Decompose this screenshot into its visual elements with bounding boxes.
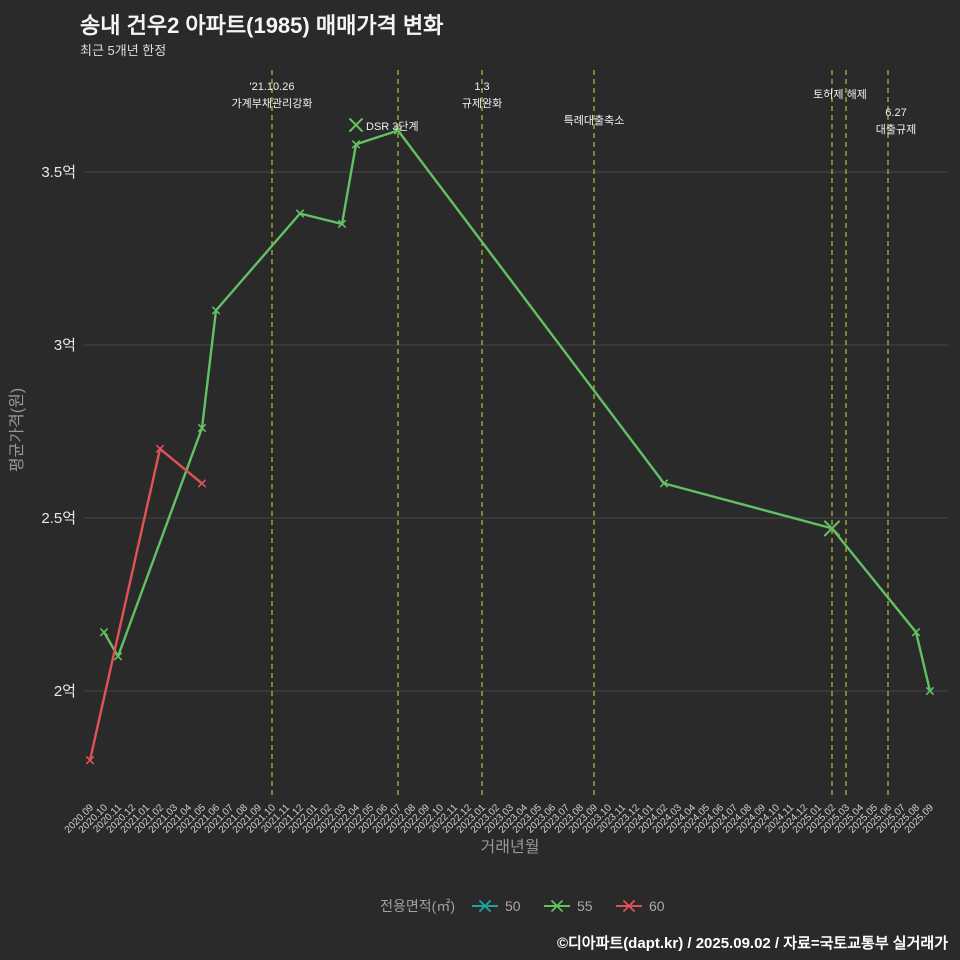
- point-marker-55: [351, 140, 361, 149]
- point-marker-55: [198, 424, 206, 433]
- point-marker-55: [114, 652, 122, 661]
- annotation-text: 가계부채관리강화: [232, 97, 313, 110]
- annotation-text: 6.27: [885, 107, 906, 119]
- y-axis-title: 평균가격(원): [8, 388, 26, 472]
- gridlines: [84, 171, 948, 692]
- point-marker-55: [925, 686, 935, 696]
- point-marker-55: [337, 219, 347, 228]
- y-tick-labels: 2억 2.5억 3억 3.5억: [41, 164, 76, 700]
- y-tick-label: 3.5억: [41, 164, 76, 181]
- point-marker-55: [393, 126, 403, 135]
- point-marker-55: [911, 628, 921, 637]
- chart-subtitle: 최근 5개년 한정: [80, 43, 167, 58]
- annotation-text: 대출규제: [876, 123, 916, 136]
- legend-x-marker-55: [551, 900, 563, 912]
- annotation-text: 특례대출축소: [564, 114, 625, 127]
- legend: 전용면적(㎡) 50 55 60: [380, 898, 665, 914]
- y-tick-label: 2.5억: [41, 510, 76, 527]
- annotation-x-marker: [349, 118, 363, 132]
- point-marker-60: [198, 479, 206, 488]
- chart-title: 송내 건우2 아파트(1985) 매매가격 변화: [80, 13, 444, 38]
- legend-item-label: 60: [649, 898, 665, 914]
- credit-text: ©디아파트(dapt.kr) / 2025.09.02 / 자료=국토교통부 실…: [556, 935, 948, 952]
- event-vlines: [271, 70, 889, 795]
- legend-x-marker-60: [623, 900, 635, 912]
- legend-x-marker-50: [479, 900, 491, 912]
- legend-title: 전용면적(㎡): [380, 898, 455, 914]
- point-marker-55: [295, 209, 305, 218]
- legend-item-label: 55: [577, 898, 593, 914]
- highlight-x-marker-55: [824, 520, 840, 537]
- series-line-60: [88, 447, 204, 762]
- annotation-text: '21.10.26: [250, 81, 295, 93]
- point-marker-60: [156, 444, 164, 453]
- y-tick-label: 3억: [54, 337, 76, 354]
- point-marker-55: [100, 628, 108, 637]
- legend-item-label: 50: [505, 898, 521, 914]
- annotation-text: 1.3: [474, 81, 489, 93]
- x-axis-title: 거래년월: [481, 838, 540, 856]
- point-marker-55: [659, 479, 669, 488]
- series-lines: [86, 126, 935, 765]
- y-tick-label: 2억: [54, 683, 76, 700]
- x-tick-labels: 2020.092020.102020.112020.122021.012021.…: [63, 802, 937, 836]
- annotation-text: DSR 3단계: [366, 120, 419, 133]
- point-marker-55: [212, 306, 220, 315]
- series-line-55: [102, 129, 932, 693]
- point-marker-60: [86, 756, 94, 765]
- annotation-text: 토허제 해제: [813, 87, 867, 101]
- annotation-text: 규제완화: [462, 97, 502, 110]
